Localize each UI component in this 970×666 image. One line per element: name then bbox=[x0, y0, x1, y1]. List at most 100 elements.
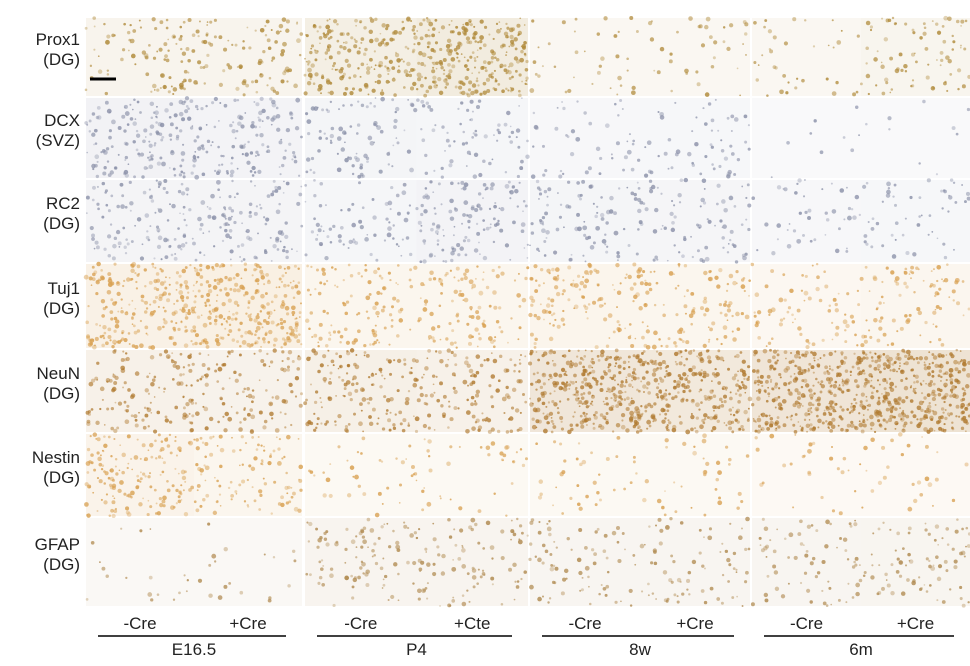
cell-dot bbox=[766, 94, 769, 97]
cell-dot bbox=[434, 19, 437, 22]
cell-dot bbox=[678, 374, 681, 377]
cell-dot bbox=[777, 238, 779, 240]
cell-dot bbox=[387, 233, 392, 238]
cell-dot bbox=[810, 240, 813, 243]
cell-dot bbox=[726, 174, 730, 178]
cell-dot bbox=[292, 151, 295, 154]
cell-dot bbox=[96, 203, 99, 206]
cell-dot bbox=[265, 217, 269, 221]
cell-dot bbox=[742, 43, 744, 45]
cell-dot bbox=[727, 283, 729, 285]
cell-dot bbox=[130, 117, 134, 121]
cell-dot bbox=[609, 377, 611, 379]
cell-dot bbox=[504, 68, 508, 72]
cell-dot bbox=[822, 421, 825, 424]
cell-dot bbox=[392, 224, 394, 226]
cell-dot bbox=[219, 289, 222, 292]
cell-dot bbox=[685, 313, 687, 315]
cell-dot bbox=[149, 505, 152, 508]
cell-dot bbox=[554, 319, 556, 321]
cell-dot bbox=[838, 293, 840, 295]
cell-dot bbox=[595, 345, 599, 349]
cell-dot bbox=[270, 360, 273, 363]
cell-dot bbox=[623, 367, 626, 370]
cell-dot bbox=[937, 237, 939, 239]
cell-dot bbox=[415, 207, 418, 210]
cell-dot bbox=[447, 63, 451, 67]
cell-dot bbox=[887, 116, 891, 120]
cell-dot bbox=[638, 306, 642, 310]
cell-dot bbox=[628, 336, 631, 339]
cell-dot bbox=[305, 170, 308, 173]
cell-dot bbox=[681, 356, 683, 358]
cell-dot bbox=[448, 69, 452, 73]
cell-dot bbox=[239, 421, 242, 424]
cell-dot bbox=[909, 273, 911, 275]
cell-dot bbox=[223, 363, 227, 367]
cell-dot bbox=[369, 30, 373, 34]
cell-dot bbox=[403, 363, 406, 366]
cell-dot bbox=[178, 290, 183, 295]
cell-dot bbox=[551, 400, 554, 403]
cell-dot bbox=[624, 155, 628, 159]
cell-dot bbox=[605, 397, 608, 400]
cell-dot bbox=[613, 398, 617, 402]
cell-dot bbox=[933, 323, 935, 325]
cell-dot bbox=[107, 234, 111, 238]
cell-dot bbox=[966, 404, 969, 407]
cell-dot bbox=[898, 294, 901, 297]
cell-dot bbox=[295, 330, 297, 332]
cell-dot bbox=[817, 365, 820, 368]
cell-dot bbox=[711, 119, 715, 123]
cell-dot bbox=[439, 305, 442, 308]
cell-dot bbox=[575, 50, 579, 54]
cell-dot bbox=[379, 170, 383, 174]
cell-dot bbox=[117, 340, 121, 344]
cell-dot bbox=[338, 376, 341, 379]
cell-dot bbox=[585, 236, 589, 240]
cell-dot bbox=[825, 211, 828, 214]
cell-dot bbox=[198, 289, 201, 292]
cell-dot bbox=[173, 87, 178, 92]
cell-dot bbox=[193, 300, 196, 303]
cell-dot bbox=[347, 48, 351, 52]
cell-dot bbox=[317, 149, 321, 153]
cell-dot bbox=[227, 334, 229, 336]
cell-dot bbox=[833, 394, 837, 398]
cell-dot bbox=[824, 365, 828, 369]
cell-dot bbox=[216, 334, 219, 337]
cell-dot bbox=[267, 38, 271, 42]
cell-dot bbox=[352, 341, 356, 345]
cell-dot bbox=[305, 112, 308, 115]
cell-dot bbox=[551, 304, 554, 307]
cell-dot bbox=[262, 326, 264, 328]
cell-dot bbox=[618, 390, 622, 394]
cell-dot bbox=[282, 42, 287, 47]
cell-dot bbox=[325, 58, 327, 60]
cell-dot bbox=[350, 104, 353, 107]
cell-dot bbox=[880, 65, 884, 69]
cell-dot bbox=[824, 285, 828, 289]
cell-dot bbox=[902, 413, 906, 417]
cell-dot bbox=[479, 35, 484, 40]
cell-dot bbox=[300, 136, 303, 139]
cell-dot bbox=[852, 215, 857, 220]
cell-dot bbox=[451, 57, 456, 62]
cell-dot bbox=[313, 24, 316, 27]
cell-dot bbox=[185, 96, 189, 100]
cell-dot bbox=[230, 162, 233, 165]
cell-dot bbox=[95, 142, 98, 145]
cell-dot bbox=[388, 221, 390, 223]
cell-dot bbox=[946, 90, 948, 92]
cell-dot bbox=[474, 67, 476, 69]
cell-dot bbox=[261, 143, 264, 146]
cell-dot bbox=[266, 302, 270, 306]
cell-dot bbox=[225, 218, 227, 220]
cell-dot bbox=[711, 380, 713, 382]
cell-dot bbox=[177, 245, 181, 249]
cell-dot bbox=[295, 395, 297, 397]
cell-dot bbox=[450, 270, 452, 272]
cell-dot bbox=[399, 318, 404, 323]
cell-dot bbox=[422, 259, 426, 263]
cell-dot bbox=[850, 423, 855, 428]
